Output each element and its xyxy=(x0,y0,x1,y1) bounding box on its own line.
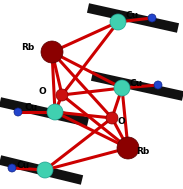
Text: O: O xyxy=(118,118,126,126)
Circle shape xyxy=(117,137,139,159)
Text: Cu: Cu xyxy=(126,12,139,20)
Circle shape xyxy=(154,81,162,89)
Text: Cu: Cu xyxy=(130,80,143,88)
Circle shape xyxy=(106,112,118,124)
Circle shape xyxy=(56,89,68,101)
Text: Rb: Rb xyxy=(136,147,149,156)
Circle shape xyxy=(41,41,63,63)
Circle shape xyxy=(114,80,130,96)
Circle shape xyxy=(37,162,53,178)
Text: Cu: Cu xyxy=(17,160,30,170)
Text: Cu: Cu xyxy=(25,102,38,112)
Text: Rb: Rb xyxy=(21,43,34,53)
Circle shape xyxy=(14,108,22,116)
Circle shape xyxy=(148,14,156,22)
Circle shape xyxy=(8,164,16,172)
Text: O: O xyxy=(38,88,46,97)
Circle shape xyxy=(47,104,63,120)
Circle shape xyxy=(110,14,126,30)
